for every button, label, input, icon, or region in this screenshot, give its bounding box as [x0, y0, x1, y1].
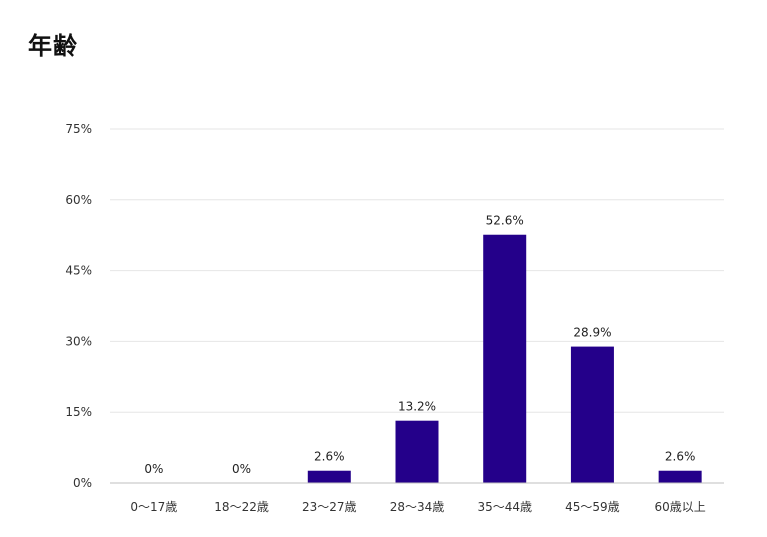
y-tick-label: 75% — [65, 122, 92, 136]
bar — [395, 420, 439, 483]
bar — [570, 346, 614, 483]
x-tick-label: 28〜34歳 — [390, 500, 445, 514]
data-label: 2.6% — [665, 450, 696, 464]
y-axis-ticks: 0% 15% 30% 45% 60% 75% — [65, 122, 92, 490]
y-tick-label: 60% — [65, 193, 92, 207]
bar — [307, 470, 351, 483]
grid-lines — [110, 128, 724, 413]
data-label: 0% — [232, 462, 251, 476]
y-tick-label: 15% — [65, 405, 92, 419]
data-label: 13.2% — [398, 400, 436, 414]
data-labels: 0% 0% 2.6% 13.2% 52.6% 28.9% 2.6% — [144, 214, 695, 476]
x-tick-label: 23〜27歳 — [302, 500, 357, 514]
data-label: 0% — [144, 462, 163, 476]
y-tick-label: 45% — [65, 264, 92, 278]
x-axis-ticks: 0〜17歳 18〜22歳 23〜27歳 28〜34歳 35〜44歳 45〜59歳 60歳以上 — [130, 500, 705, 514]
data-label: 52.6% — [486, 214, 524, 228]
x-tick-label: 45〜59歳 — [565, 500, 620, 514]
y-tick-label: 0% — [73, 476, 92, 490]
x-tick-label: 0〜17歳 — [130, 500, 177, 514]
data-label: 28.9% — [573, 326, 611, 340]
x-tick-label: 60歳以上 — [655, 500, 706, 514]
chart-title: 年齢 — [28, 32, 78, 60]
bar — [483, 234, 527, 483]
x-tick-label: 35〜44歳 — [477, 500, 532, 514]
bar — [658, 470, 702, 483]
x-tick-label: 18〜22歳 — [214, 500, 269, 514]
data-label: 2.6% — [314, 450, 345, 464]
y-tick-label: 30% — [65, 334, 92, 348]
bars — [307, 234, 702, 483]
